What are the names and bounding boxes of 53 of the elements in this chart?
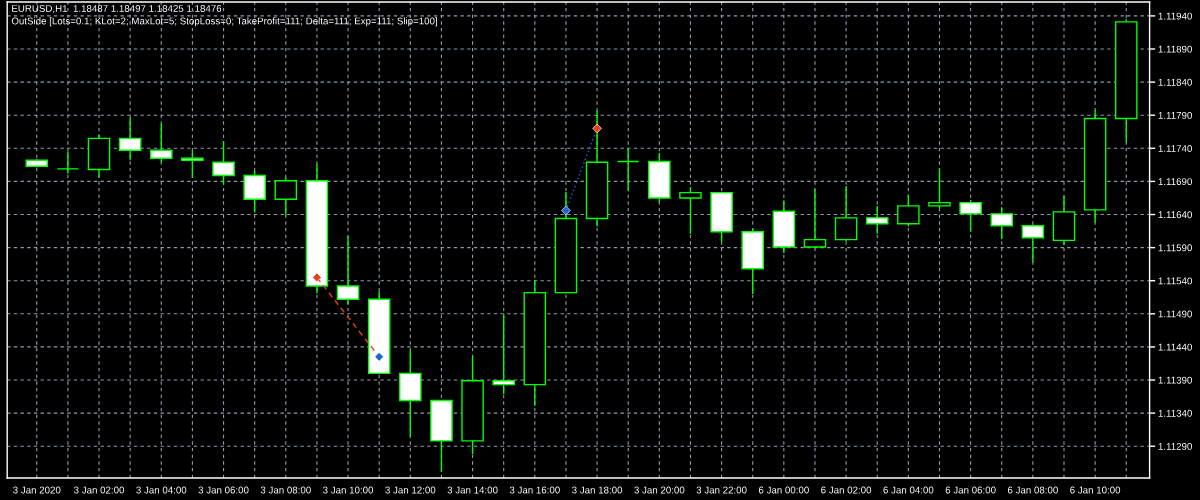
x-tick-label: 3 Jan 18:00 — [572, 486, 623, 494]
candlestick — [616, 147, 640, 192]
x-tick-label: 3 Jan 04:00 — [136, 486, 187, 494]
y-tick-label: 1.11590 — [1158, 244, 1192, 252]
x-tick-label: 3 Jan 22:00 — [696, 486, 747, 494]
candlestick — [336, 235, 360, 306]
x-tick-label: 3 Jan 10:00 — [323, 486, 374, 494]
candlestick — [803, 188, 827, 249]
candlestick — [834, 185, 858, 242]
y-tick-label: 1.11790 — [1158, 111, 1192, 119]
y-tick-label: 1.11890 — [1158, 45, 1192, 53]
x-tick-label: 3 Jan 02:00 — [73, 486, 125, 494]
x-tick-label: 6 Jan 06:00 — [945, 486, 996, 494]
text: OutSide [Lots=0.1; KLot=2; MaxLot=5; StopLoss=0; TakeProfit=111; Delta=111; Exp=111; Slip=100] — [11, 17, 437, 27]
candlestick — [56, 150, 80, 175]
candlestick — [150, 123, 173, 163]
x-tick-label: 6 Jan 00:00 — [758, 486, 809, 494]
candlestick — [212, 140, 235, 186]
y-tick-label: 1.11390 — [1158, 376, 1192, 384]
candlestick — [679, 186, 702, 235]
x-tick-label: 3 Jan 06:00 — [198, 486, 249, 494]
candlestick — [865, 205, 889, 235]
candlestick — [492, 313, 515, 395]
candlestick — [274, 176, 298, 216]
y-tick-label: 1.11690 — [1158, 178, 1192, 186]
x-tick-label: 3 Jan 12:00 — [385, 486, 436, 494]
y-tick-label: 1.11740 — [1158, 145, 1192, 152]
x-tick-label: 3 Jan 16:00 — [509, 486, 560, 494]
candlestick — [181, 149, 204, 179]
x-tick-label: 3 Jan 20:00 — [634, 486, 685, 494]
candlestick — [959, 199, 982, 233]
candlestick — [118, 117, 142, 161]
x-tick-label: 6 Jan 08:00 — [1007, 486, 1058, 494]
y-tick-label: 1.11340 — [1158, 409, 1192, 417]
y-tick-label: 1.11540 — [1158, 277, 1192, 285]
y-tick-label: 1.11940 — [1158, 12, 1192, 20]
x-tick-label: 3 Jan 14:00 — [447, 486, 498, 494]
x-tick-label: 6 Jan 02:00 — [821, 486, 872, 494]
candlestick — [243, 170, 266, 214]
x-tick-label: 6 Jan 04:00 — [883, 486, 934, 494]
candlestick — [897, 193, 920, 228]
candlestick — [928, 168, 951, 210]
y-tick-label: 1.11440 — [1158, 343, 1192, 351]
x-tick-label: 6 Jan 10:00 — [1070, 486, 1121, 494]
x-tick-label: 3 Jan 08:00 — [260, 486, 311, 494]
chart-title: EURUSD,H1 1.18487 1.18497 1.18425 1.18476 — [12, 5, 222, 14]
x-tick-label: 3 Jan 2020 — [13, 486, 61, 494]
y-tick-label: 1.11640 — [1158, 211, 1192, 219]
candlestick — [990, 206, 1014, 240]
y-tick-label: 1.11840 — [1158, 78, 1192, 86]
y-tick-label: 1.11290 — [1158, 442, 1192, 450]
y-tick-label: 1.11490 — [1158, 310, 1192, 318]
candlestick — [1021, 223, 1045, 263]
